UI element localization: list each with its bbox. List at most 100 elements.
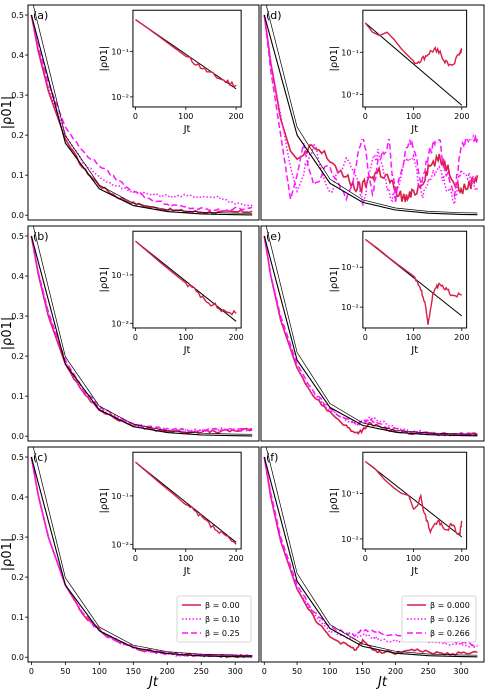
y-tick-label: 0.4 xyxy=(11,272,24,281)
panel-label: (a) xyxy=(33,9,48,22)
plot-frame xyxy=(27,446,260,663)
inset-x-tick-label: 0 xyxy=(133,333,138,342)
inset-x-tick-label: 100 xyxy=(406,112,421,121)
inset-x-tick-label: 100 xyxy=(406,333,421,342)
inset-reference-line xyxy=(364,461,463,538)
reference-curve-upper xyxy=(32,5,253,214)
inset-plot: 0 100 200 Jt 10⁻² 10⁻¹|ρ01| xyxy=(324,8,473,139)
plot-frame xyxy=(260,225,485,442)
series-line xyxy=(30,14,253,215)
inset-y-tick-label: 10⁻¹ xyxy=(341,263,359,272)
inset-y-tick-label: 10⁻¹ xyxy=(111,271,129,280)
series-line xyxy=(30,14,253,212)
inset-plot: 0 100 200 Jt 10⁻² 10⁻¹|ρ01| xyxy=(324,450,473,581)
x-tick-label: 250 xyxy=(421,667,436,676)
inset-y-tick-label: 10⁻² xyxy=(341,535,359,544)
reference-curve xyxy=(263,14,478,216)
x-tick-label: 200 xyxy=(160,667,175,676)
plot-frame xyxy=(260,4,485,221)
inset-x-label: Jt xyxy=(410,566,418,577)
inset-y-tick-label: 10⁻² xyxy=(111,319,129,328)
y-axis-label: |ρ01| xyxy=(0,317,15,351)
reference-curve xyxy=(30,235,253,437)
y-tick-label: 0.0 xyxy=(11,211,24,220)
y-tick-label: 0.2 xyxy=(11,573,24,582)
plot-area xyxy=(30,226,253,437)
legend-entry: β = 0.126 xyxy=(430,615,470,624)
inset-y-tick-label: 10⁻¹ xyxy=(341,489,359,498)
inset-series-line xyxy=(135,240,237,316)
plot-area xyxy=(263,5,479,216)
x-tick-label: 0 xyxy=(262,667,267,676)
legend-entry: β = 0.00 xyxy=(205,601,240,610)
legend-box xyxy=(176,595,252,643)
legend-box xyxy=(401,595,477,643)
x-tick-label: 0 xyxy=(29,667,34,676)
x-tick-label: 200 xyxy=(388,667,403,676)
inset-y-tick-label: 10⁻¹ xyxy=(111,47,129,56)
inset-x-tick-label: 0 xyxy=(133,112,138,121)
inset-reference-line xyxy=(135,461,237,543)
reference-curve xyxy=(30,14,253,216)
inset-y-tick-label: 10⁻² xyxy=(111,93,129,102)
inset-y-tick-label: 10⁻² xyxy=(341,303,359,312)
x-tick-label: 300 xyxy=(453,667,468,676)
panel-e: (e) 0 100 200 Jt 10⁻² 10⁻¹|ρ01| xyxy=(260,225,485,442)
y-axis-label: |ρ01| xyxy=(0,96,15,130)
inset-reference-line xyxy=(135,240,237,322)
plot-area xyxy=(30,5,253,216)
inset-frame xyxy=(132,230,242,329)
series-line xyxy=(30,235,253,433)
plot-area xyxy=(263,447,478,658)
x-tick-label: 50 xyxy=(60,667,70,676)
x-tick-label: 250 xyxy=(194,667,209,676)
reference-curve xyxy=(30,456,253,658)
y-tick-label: 0.1 xyxy=(11,171,24,180)
inset-area xyxy=(364,22,463,106)
y-tick-label: 0.2 xyxy=(11,352,24,361)
inset-frame xyxy=(362,230,468,329)
inset-y-label: |ρ01| xyxy=(99,267,110,293)
inset-x-tick-label: 200 xyxy=(228,554,243,563)
reference-curve xyxy=(263,456,478,658)
x-tick-label: 300 xyxy=(228,667,243,676)
x-tick-label: 50 xyxy=(292,667,302,676)
reference-curve-upper xyxy=(265,447,478,656)
panel-label: (d) xyxy=(266,9,282,22)
inset-area xyxy=(135,461,237,545)
legend-entry: β = 0.000 xyxy=(430,601,470,610)
inset-x-label: Jt xyxy=(183,345,191,356)
y-tick-label: 0.0 xyxy=(11,432,24,441)
inset-x-tick-label: 100 xyxy=(178,333,193,342)
reference-curve xyxy=(263,235,478,437)
x-axis-label: Jt xyxy=(146,675,159,690)
legend: β = 0.00 β = 0.10 β = 0.25 xyxy=(176,595,252,643)
inset-x-tick-label: 0 xyxy=(363,333,368,342)
panel-label: (c) xyxy=(33,451,48,464)
reference-curve-upper xyxy=(32,226,253,435)
legend-entry: β = 0.266 xyxy=(430,629,470,638)
inset-reference-line xyxy=(364,22,463,106)
legend: β = 0.000 β = 0.126 β = 0.266 xyxy=(401,595,477,643)
inset-y-label: |ρ01| xyxy=(329,46,340,72)
inset-x-tick-label: 200 xyxy=(228,112,243,121)
inset-x-label: Jt xyxy=(183,124,191,135)
inset-frame xyxy=(362,9,468,108)
inset-y-label: |ρ01| xyxy=(329,488,340,514)
series-line xyxy=(263,14,479,207)
panel-label: (f) xyxy=(266,451,278,464)
series-line xyxy=(263,235,478,437)
y-tick-label: 0.0 xyxy=(11,653,24,662)
inset-x-tick-label: 200 xyxy=(454,333,469,342)
inset-frame xyxy=(132,9,242,108)
inset-x-label: Jt xyxy=(410,345,418,356)
series-line xyxy=(263,235,478,437)
panel-b: 0.0 0.1 0.2 0.3 0.4 0.5 |ρ01| (b) 0 100 200 Jt 10⁻² 1… xyxy=(0,225,260,442)
y-tick-label: 0.5 xyxy=(11,232,24,241)
inset-x-label: Jt xyxy=(183,566,191,577)
x-tick-label: 150 xyxy=(355,667,370,676)
inset-y-label: |ρ01| xyxy=(99,488,110,514)
y-tick-label: 0.1 xyxy=(11,392,24,401)
x-tick-label: 100 xyxy=(92,667,107,676)
